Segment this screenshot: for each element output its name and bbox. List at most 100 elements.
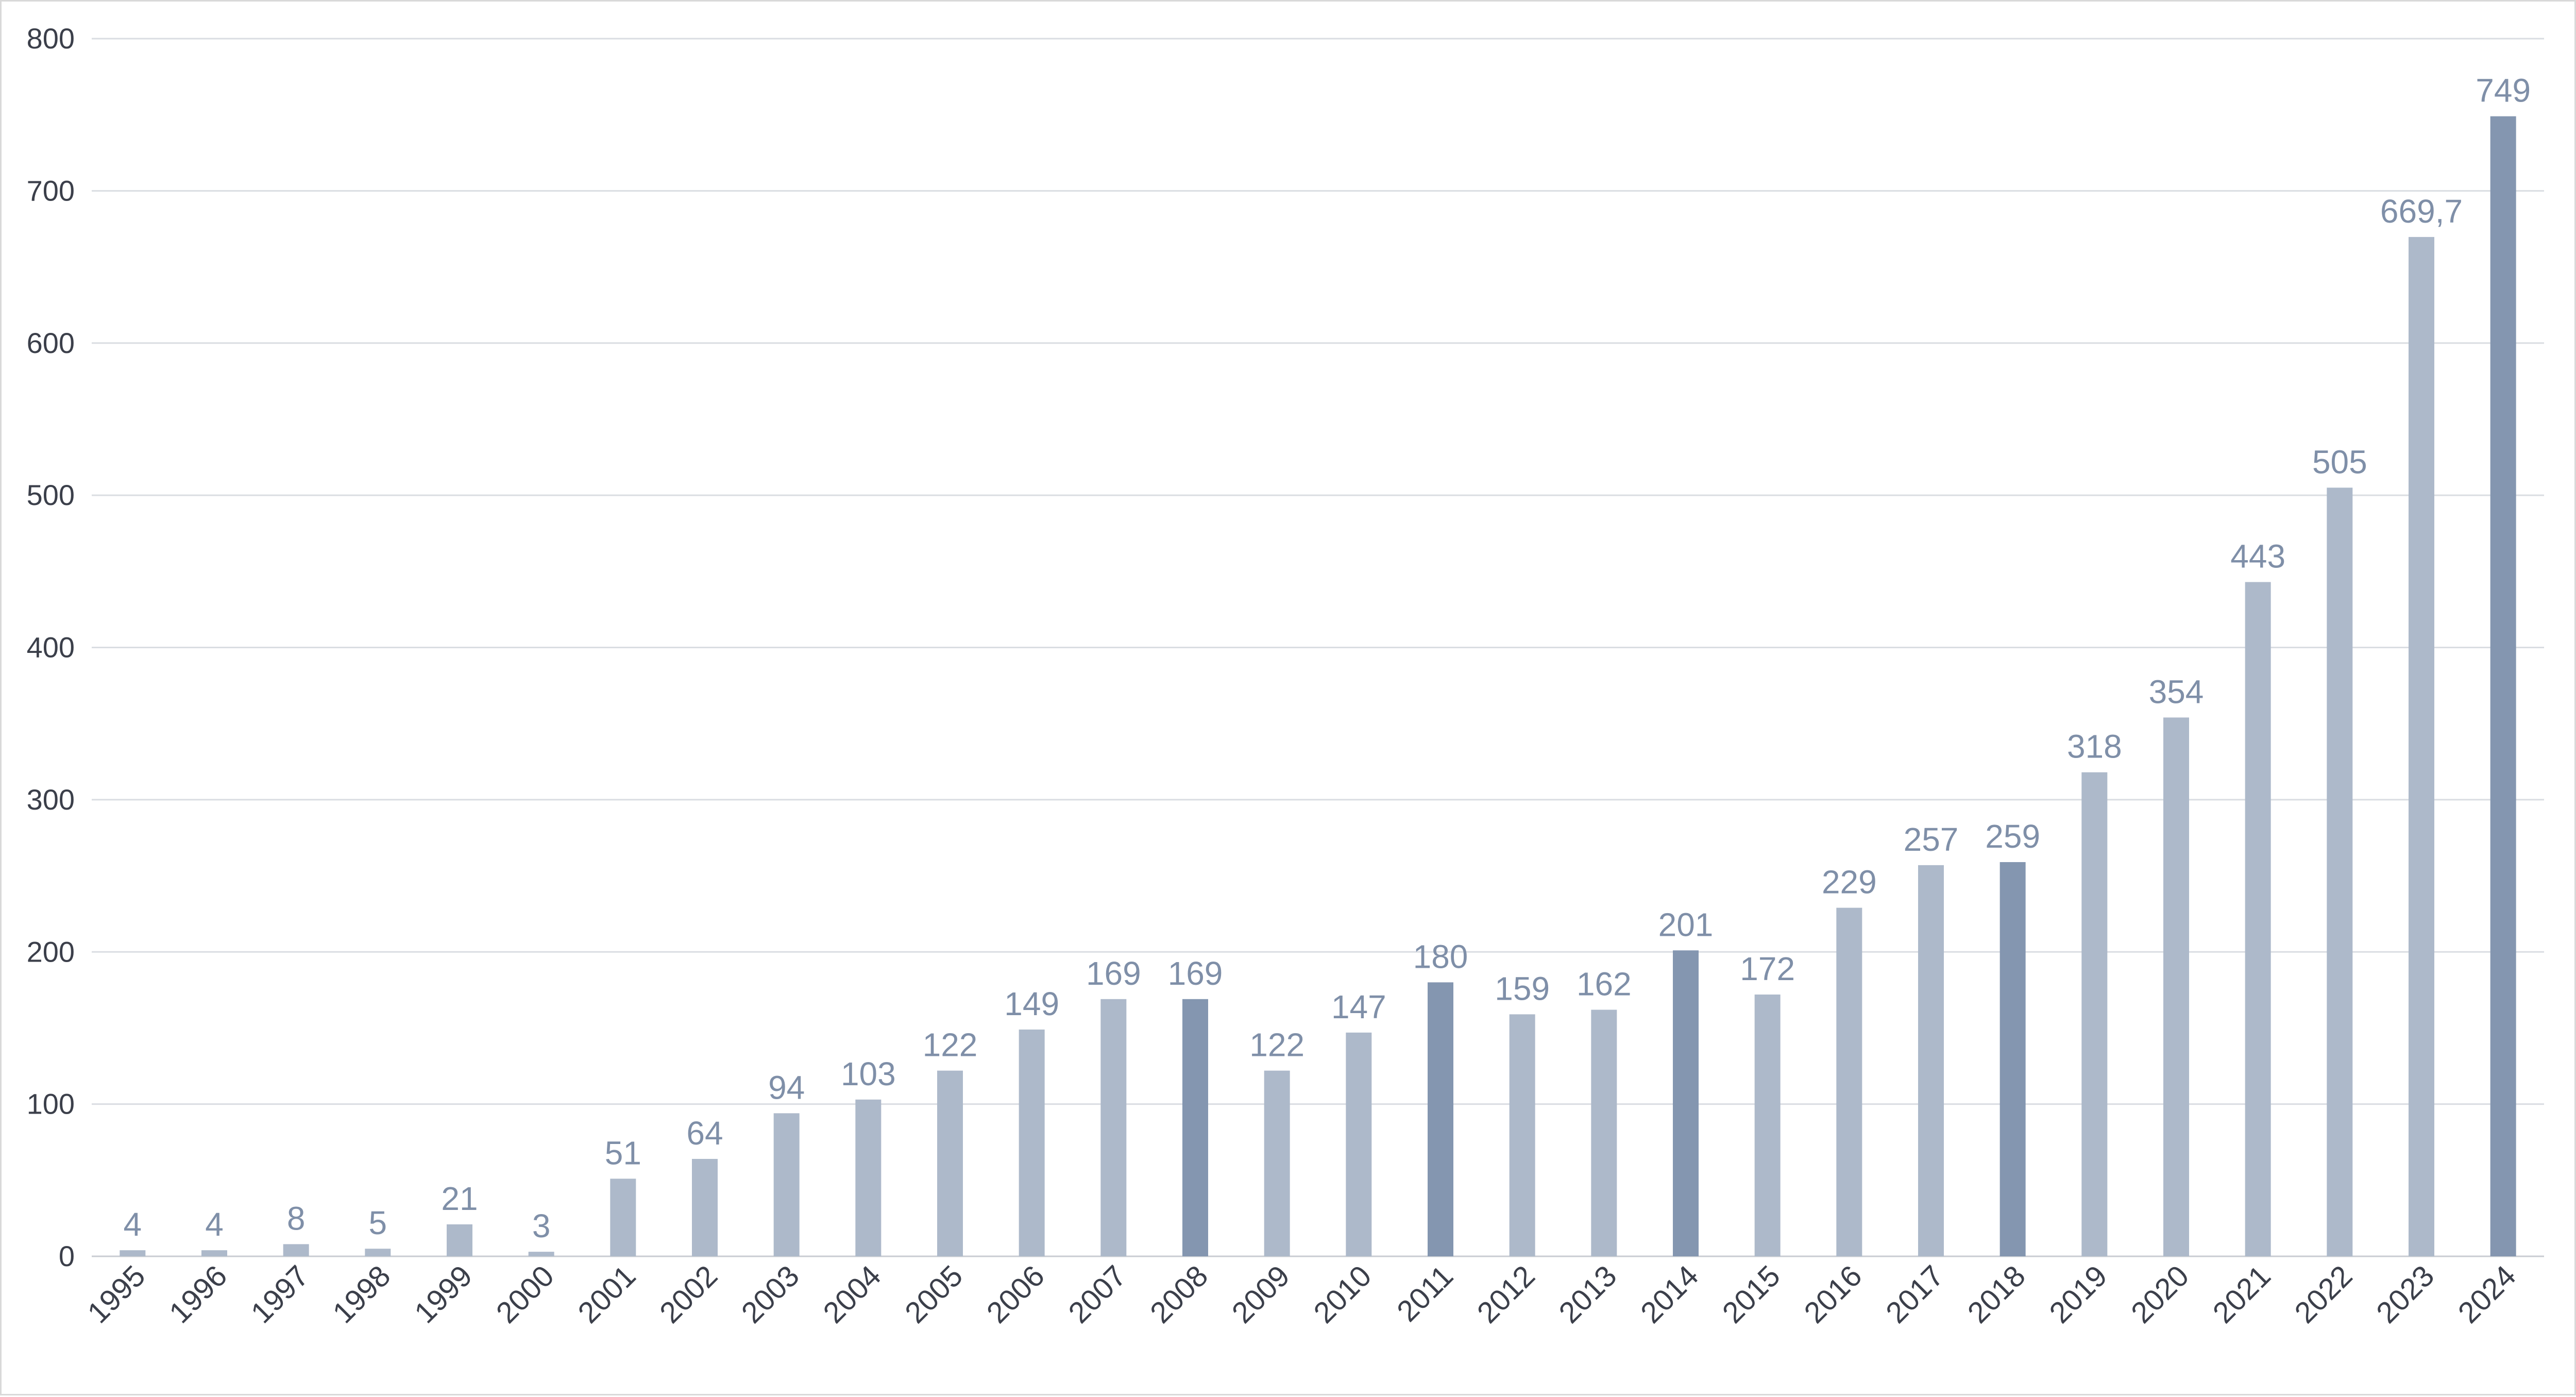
x-tick-label-2009: 2009	[1226, 1259, 1296, 1329]
x-tick-label-2015: 2015	[1716, 1259, 1787, 1329]
y-tick-label: 200	[27, 935, 75, 968]
data-label-2018: 259	[1985, 818, 2040, 855]
data-label-2023: 669,7	[2380, 193, 2463, 230]
data-label-2020: 354	[2149, 673, 2204, 710]
y-tick-label: 300	[27, 783, 75, 816]
x-tick-label-2011: 2011	[1391, 1259, 1460, 1328]
bar-2013	[1591, 1009, 1617, 1256]
bar-1999	[447, 1224, 472, 1256]
x-tick-label-2023: 2023	[2370, 1259, 2441, 1329]
x-tick-label-2012: 2012	[1471, 1259, 1541, 1329]
data-label-2011: 180	[1413, 938, 1468, 975]
bar-2006	[1019, 1029, 1045, 1256]
x-tick-label-2017: 2017	[1879, 1259, 1950, 1329]
bar-2018	[1999, 862, 2026, 1256]
bar-2020	[2163, 717, 2189, 1256]
data-label-2013: 162	[1577, 965, 1632, 1002]
x-tick-label-2014: 2014	[1634, 1259, 1705, 1329]
bar-2008	[1182, 999, 1208, 1256]
bar-2024	[2490, 116, 2516, 1256]
data-label-2002: 64	[686, 1115, 723, 1152]
y-tick-label: 0	[59, 1240, 75, 1272]
x-tick-label-2005: 2005	[899, 1259, 969, 1329]
bar-2014	[1673, 950, 1699, 1256]
y-tick-label: 500	[27, 479, 75, 511]
bar-2005	[937, 1070, 963, 1256]
data-label-2000: 3	[532, 1207, 551, 1244]
y-tick-label: 600	[27, 327, 75, 359]
data-label-2008: 169	[1168, 955, 1223, 992]
x-tick-label-2021: 2021	[2207, 1259, 2277, 1329]
data-label-2007: 169	[1086, 955, 1141, 992]
x-tick-label-1998: 1998	[326, 1259, 397, 1329]
bar-2004	[855, 1099, 882, 1256]
x-tick-label-2008: 2008	[1144, 1259, 1214, 1329]
bar-1998	[365, 1249, 391, 1256]
bar-2019	[2081, 772, 2108, 1256]
x-tick-label-2007: 2007	[1062, 1259, 1132, 1329]
x-tick-label-2018: 2018	[1961, 1259, 2032, 1329]
data-label-1997: 8	[287, 1200, 306, 1237]
x-tick-label-2019: 2019	[2043, 1259, 2113, 1329]
bars	[120, 116, 2516, 1257]
data-label-2003: 94	[768, 1069, 805, 1106]
y-tick-label: 400	[27, 631, 75, 664]
x-tick-label-2010: 2010	[1307, 1259, 1378, 1329]
data-label-2019: 318	[2067, 728, 2122, 765]
data-label-2006: 149	[1004, 985, 1059, 1022]
bar-2009	[1264, 1070, 1290, 1256]
bar-2001	[610, 1179, 636, 1256]
data-label-2022: 505	[2312, 443, 2367, 480]
x-tick-label-1999: 1999	[408, 1259, 479, 1329]
data-label-1998: 5	[369, 1204, 387, 1241]
bar-2023	[2409, 237, 2434, 1256]
bar-2015	[1754, 994, 1781, 1256]
bar-2017	[1918, 865, 1944, 1256]
x-tick-label-2003: 2003	[735, 1259, 806, 1329]
bar-2016	[1836, 907, 1862, 1256]
data-label-2021: 443	[2230, 537, 2285, 575]
x-tick-label-1995: 1995	[81, 1259, 151, 1329]
data-label-2010: 147	[1331, 988, 1386, 1025]
y-axis-ticks: 0 100 200 300 400 500 600 700 800	[27, 22, 75, 1272]
bar-1995	[120, 1250, 146, 1256]
x-tick-label-2002: 2002	[653, 1259, 724, 1329]
data-label-2001: 51	[605, 1134, 641, 1171]
y-tick-label: 700	[27, 174, 75, 207]
bar-2021	[2245, 582, 2271, 1256]
gridlines	[92, 38, 2544, 1257]
bar-2012	[1509, 1014, 1535, 1256]
data-label-2012: 159	[1495, 970, 1550, 1007]
x-tick-label-2004: 2004	[817, 1259, 887, 1329]
x-tick-label-2006: 2006	[980, 1259, 1051, 1329]
x-tick-label-2013: 2013	[1552, 1259, 1623, 1329]
data-label-2024: 749	[2476, 72, 2531, 109]
bar-2010	[1346, 1032, 1372, 1256]
y-tick-label: 800	[27, 22, 75, 55]
y-tick-label: 100	[27, 1088, 75, 1120]
bar-1997	[283, 1244, 309, 1256]
x-tick-label-1997: 1997	[245, 1259, 315, 1329]
bar-2007	[1100, 999, 1127, 1256]
x-tick-label-2020: 2020	[2125, 1259, 2195, 1329]
data-label-2015: 172	[1740, 950, 1795, 987]
bar-2003	[773, 1113, 800, 1256]
data-label-1996: 4	[205, 1206, 224, 1243]
data-label-2014: 201	[1658, 906, 1714, 943]
data-label-2017: 257	[1904, 821, 1959, 858]
x-tick-label-1996: 1996	[163, 1259, 233, 1329]
bar-2011	[1428, 982, 1453, 1256]
x-tick-label-2024: 2024	[2452, 1259, 2522, 1329]
data-label-1999: 21	[441, 1180, 478, 1217]
bar-2000	[528, 1252, 554, 1256]
data-label-2009: 122	[1249, 1026, 1304, 1064]
x-tick-label-2016: 2016	[1798, 1259, 1868, 1329]
bar-1996	[201, 1250, 227, 1256]
data-label-2005: 122	[923, 1026, 978, 1064]
data-label-2004: 103	[841, 1055, 896, 1092]
data-label-1995: 4	[124, 1206, 142, 1243]
bar-2002	[692, 1158, 718, 1256]
data-labels: 4 4 8 5 21 3 51 64 94 103 122 149 169 169 122 147 180 159…	[124, 72, 2531, 1244]
